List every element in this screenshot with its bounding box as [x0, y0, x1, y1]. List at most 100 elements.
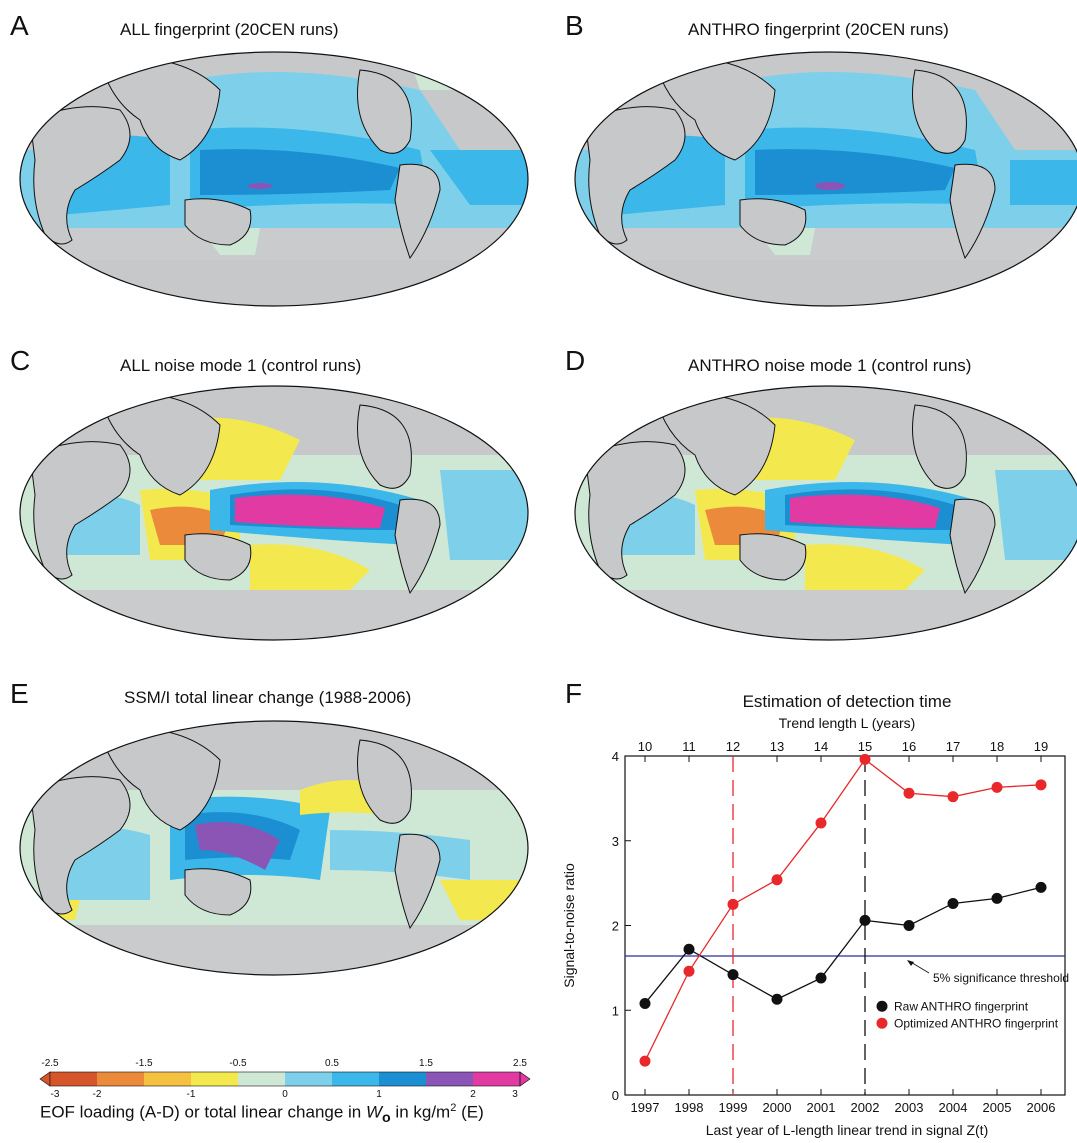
y-tick-label: 4: [612, 749, 619, 764]
detection-time-chart: Estimation of detection time Trend length…: [561, 692, 1069, 1138]
top-tick-label: 19: [1034, 739, 1048, 754]
series-point: [639, 1055, 651, 1067]
y-tick-label: 3: [612, 834, 619, 849]
top-tick-label: 11: [682, 739, 696, 754]
colorbar-bottom-tick: -3: [51, 1089, 60, 1100]
colorbar-top-tick: -1.5: [135, 1058, 153, 1069]
x-tick-label: 2000: [763, 1100, 792, 1115]
legend-marker: [876, 1000, 888, 1012]
series-point: [727, 969, 739, 981]
series-point: [947, 791, 959, 803]
colorbar-top-tick: 2.5: [513, 1058, 527, 1069]
colorbar-swatch: [285, 1072, 333, 1086]
colorbar-swatch: [473, 1072, 521, 1086]
top-tick-label: 12: [726, 739, 740, 754]
top-tick-label: 13: [770, 739, 784, 754]
colorbar-swatch: [191, 1072, 239, 1086]
x-tick-label: 1999: [719, 1100, 748, 1115]
colorbar-left-arrow: [39, 1071, 51, 1087]
x-axis-label: Last year of L-length linear trend in si…: [706, 1122, 988, 1138]
map-a-outline: [19, 51, 529, 307]
series-point: [1035, 779, 1047, 791]
series-point: [1035, 881, 1047, 893]
panel-letter-a: A: [10, 10, 29, 41]
top-tick-label: 16: [902, 739, 916, 754]
colorbar-caption: EOF loading (A-D) or total linear change…: [40, 1102, 484, 1127]
map-b-outline: [574, 51, 1077, 307]
x-tick-label: 2004: [939, 1100, 968, 1115]
series-point: [683, 965, 695, 977]
legend-label: Optimized ANTHRO fingerprint: [894, 1016, 1059, 1030]
legend-marker: [876, 1017, 888, 1029]
series-point: [991, 892, 1003, 904]
panel-title-b: ANTHRO fingerprint (20CEN runs): [688, 20, 949, 39]
threshold-label: 5% significance threshold: [933, 971, 1069, 985]
colorbar-swatch: [50, 1072, 98, 1086]
top-tick-label: 18: [990, 739, 1004, 754]
series-point: [859, 753, 871, 765]
colorbar-top-tick: 1.5: [419, 1058, 433, 1069]
panel-letter-e: E: [10, 678, 29, 709]
series-point: [771, 874, 783, 886]
colorbar-top-tick: 0.5: [325, 1058, 339, 1069]
colorbar-swatch: [426, 1072, 474, 1086]
panel-letter-f: F: [565, 678, 583, 709]
series-line: [644, 886, 1042, 1004]
panel-title-c: ALL noise mode 1 (control runs): [120, 356, 362, 375]
map-b: [575, 52, 1077, 306]
colorbar-top-tick: -2.5: [41, 1058, 59, 1069]
plot-frame: [624, 755, 1066, 1096]
colorbar-bottom-tick: -2: [93, 1089, 102, 1100]
top-tick-label: 17: [946, 739, 960, 754]
map-c-outline: [19, 385, 529, 641]
colorbar-bottom-tick: 1: [376, 1089, 382, 1100]
panel-title-e: SSM/I total linear change (1988-2006): [124, 688, 412, 707]
x-tick-label: 2002: [851, 1100, 880, 1115]
x-tick-label: 2003: [895, 1100, 924, 1115]
y-tick-label: 2: [612, 919, 619, 934]
top-tick-label: 15: [858, 739, 872, 754]
series-point: [815, 817, 827, 829]
map-d: [575, 386, 1077, 640]
colorbar-swatch: [379, 1072, 427, 1086]
x-tick-label: 2006: [1027, 1100, 1056, 1115]
colorbar-swatch: [97, 1072, 145, 1086]
chart-title: Estimation of detection time: [743, 692, 952, 711]
series-point: [683, 943, 695, 955]
series-point: [903, 787, 915, 799]
colorbar-right-arrow: [519, 1071, 531, 1087]
series-point: [815, 972, 827, 984]
series-point: [771, 993, 783, 1005]
panel-letter-b: B: [565, 10, 584, 41]
y-tick-label: 0: [612, 1088, 619, 1103]
colorbar-top-tick: -0.5: [229, 1058, 247, 1069]
y-tick-label: 1: [612, 1003, 619, 1018]
y-axis-label: Signal-to-noise ratio: [561, 863, 577, 988]
map-e: [20, 721, 528, 975]
colorbar-bottom-tick: 2: [470, 1089, 476, 1100]
x-tick-label: 2001: [807, 1100, 836, 1115]
map-d-outline: [574, 385, 1077, 641]
panel-letter-c: C: [10, 345, 31, 376]
map-e-outline: [19, 720, 529, 976]
series-line: [644, 758, 1042, 1062]
map-a: [20, 52, 528, 306]
colorbar-bottom-tick: 0: [282, 1089, 288, 1100]
top-tick-label: 14: [814, 739, 828, 754]
map-c: [20, 386, 528, 640]
x-tick-label: 2005: [983, 1100, 1012, 1115]
series-point: [903, 920, 915, 931]
threshold-arrowhead: [907, 960, 914, 967]
panel-title-a: ALL fingerprint (20CEN runs): [120, 20, 339, 39]
x-tick-label: 1998: [675, 1100, 704, 1115]
colorbar: -2.5 -1.5 -0.5 0.5 1.5 2.5 -3 -2 -1 0 1 2 3: [39, 1058, 531, 1100]
top-axis-label: Trend length L (years): [779, 715, 916, 731]
top-tick-label: 10: [638, 739, 652, 754]
x-tick-label: 1997: [631, 1100, 660, 1115]
colorbar-bottom-tick: -1: [187, 1089, 196, 1100]
series-point: [991, 781, 1003, 793]
legend-label: Raw ANTHRO fingerprint: [894, 999, 1029, 1013]
colorbar-bottom-tick: 3: [512, 1089, 518, 1100]
panel-letter-d: D: [565, 345, 586, 376]
